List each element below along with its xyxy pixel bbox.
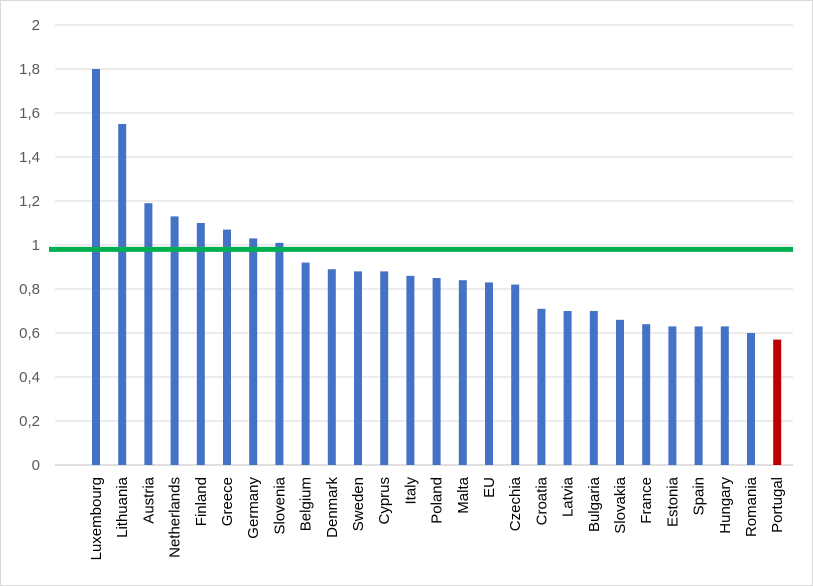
x-tick-label: Netherlands [167, 477, 184, 558]
x-tick-label: Croatia [533, 476, 550, 525]
x-tick-label: Luxembourg [88, 477, 105, 560]
y-tick-label: 0,2 [19, 413, 40, 430]
x-tick-label: Romania [743, 476, 760, 537]
x-tick-label: Sweden [350, 477, 367, 531]
bar-finland [196, 223, 205, 465]
gridlines [55, 24, 793, 466]
bar-portugal [773, 339, 782, 465]
y-tick-label: 1,6 [19, 105, 40, 122]
y-tick-label: 1,8 [19, 61, 40, 78]
x-tick-label: Lithuania [114, 476, 131, 538]
x-tick-label: Spain [691, 477, 708, 515]
x-tick-label: Hungary [717, 477, 734, 534]
bar-poland [432, 278, 441, 465]
y-axis-tick-labels: 0 0,2 0,4 0,6 0,8 1 1,2 1,4 1,6 1,8 2 [19, 17, 40, 474]
x-tick-label: Slovakia [612, 476, 629, 533]
bar-eu [485, 282, 493, 465]
bar-latvia [563, 311, 572, 465]
x-tick-label: Italy [402, 477, 419, 505]
bar-luxembourg [92, 69, 100, 465]
bar-lithuania [118, 124, 127, 465]
x-tick-label: Slovenia [271, 476, 288, 534]
bar-estonia [668, 326, 677, 465]
x-tick-label: Austria [140, 476, 157, 523]
bar-cyprus [380, 271, 389, 465]
bar-austria [144, 203, 153, 465]
y-tick-label: 1 [32, 237, 40, 254]
y-tick-label: 1,2 [19, 193, 40, 210]
bar-malta [458, 280, 467, 465]
y-tick-label: 0,4 [19, 369, 40, 386]
bar-sweden [354, 271, 362, 465]
bar-italy [406, 275, 415, 465]
x-tick-label: Czechia [507, 476, 524, 531]
bar-greece [223, 229, 231, 465]
x-tick-label: Malta [455, 476, 472, 513]
x-tick-label: EU [481, 477, 498, 498]
x-tick-label: Denmark [324, 477, 341, 538]
bar-germany [249, 238, 258, 465]
x-tick-label: France [638, 477, 655, 524]
y-tick-label: 0,8 [19, 281, 40, 298]
bar-hungary [720, 326, 729, 465]
x-tick-label: Latvia [560, 476, 577, 517]
bar-croatia [537, 308, 546, 465]
bar-belgium [301, 262, 310, 465]
bar-france [642, 324, 651, 465]
x-tick-label: Estonia [664, 476, 681, 527]
bar-netherlands [170, 216, 179, 465]
bar-slovakia [616, 319, 624, 465]
bar-spain [694, 326, 703, 465]
x-tick-label: Poland [429, 477, 446, 524]
bar-denmark [327, 269, 336, 465]
x-tick-label: Belgium [298, 477, 315, 531]
bar-bulgaria [589, 311, 598, 465]
x-tick-label: Greece [219, 477, 236, 526]
bar-czechia [511, 284, 520, 465]
x-tick-label: Bulgaria [586, 476, 603, 532]
x-tick-label: Finland [193, 477, 210, 526]
x-tick-label: Portugal [769, 477, 786, 533]
y-tick-label: 1,4 [19, 149, 40, 166]
x-tick-label: Cyprus [376, 477, 393, 525]
x-tick-label: Germany [245, 477, 262, 539]
y-tick-label: 0,6 [19, 325, 40, 342]
y-tick-label: 0 [32, 457, 40, 474]
x-axis-category-labels: Luxembourg Lithuania Austria Netherlands Fin… [88, 476, 786, 560]
bars [92, 69, 782, 465]
y-tick-label: 2 [32, 17, 40, 34]
bar-romania [747, 333, 755, 465]
bar-slovenia [275, 242, 284, 465]
